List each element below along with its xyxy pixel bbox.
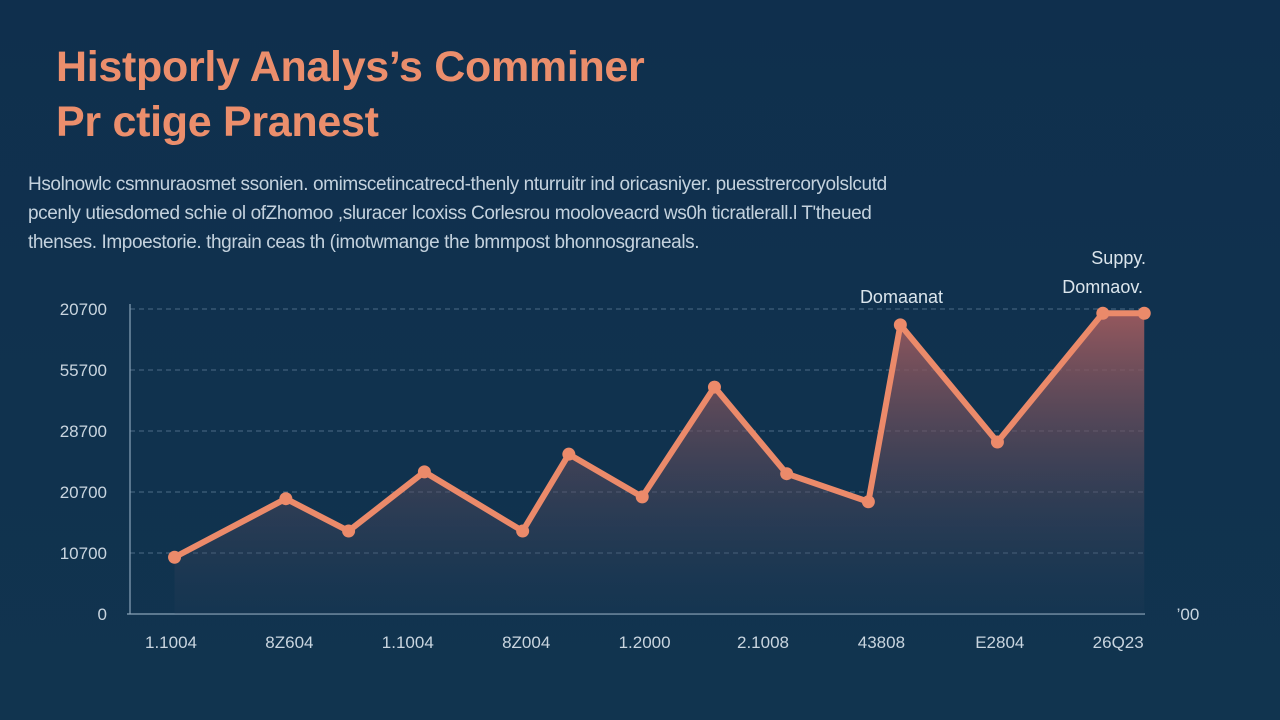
data-point — [780, 467, 794, 481]
x-tick-label: 26Q23 — [1093, 633, 1144, 652]
x-tick-label: 43808 — [858, 633, 905, 652]
title-line-2: Pr ctige Pranest — [56, 98, 379, 146]
data-point — [635, 490, 649, 504]
y-tick-label: 55700 — [60, 361, 107, 380]
y-tick-label: 0 — [98, 605, 107, 624]
x-tick-label: 2.1008 — [737, 633, 789, 652]
description-line: pcenly utiesdomed schie ol ofZhomoo ,slu… — [28, 203, 872, 224]
y-tick-label: 20700 — [60, 483, 107, 502]
page-title: Histporly Analys’s Comminer Pr ctige Pra… — [56, 40, 645, 150]
y-tick-label: 20700 — [60, 300, 107, 319]
data-point — [562, 447, 576, 461]
series-line — [171, 310, 1148, 561]
x-axis-end-label: ’00 — [1177, 605, 1200, 624]
data-point — [342, 524, 356, 538]
description: Hsolnowlc csmnuraosmet ssonien. omimscet… — [28, 170, 1028, 257]
x-tick-label: 1.2000 — [619, 633, 671, 652]
annotation-label: Domnaov. — [1062, 277, 1143, 297]
description-line: thenses. Impoestorie. thgrain ceas th (i… — [28, 232, 700, 253]
data-point — [707, 380, 721, 394]
y-axis-labels: 0 10700 20700 28700 55700 20700 — [60, 300, 107, 624]
annotation-label: Domaanat — [860, 287, 943, 307]
data-point — [1096, 306, 1110, 320]
description-line: Hsolnowlc csmnuraosmet ssonien. omimscet… — [28, 174, 887, 195]
y-tick-label: 10700 — [60, 544, 107, 563]
x-tick-label: 1.1004 — [145, 633, 197, 652]
x-axis-labels: 1.1004 8Z604 1.1004 8Z004 1.2000 2.1008 43808 E… — [145, 605, 1199, 652]
data-point — [1137, 306, 1151, 320]
data-point — [417, 465, 431, 479]
data-point — [861, 495, 875, 509]
x-tick-label: E2804 — [975, 633, 1024, 652]
data-point — [893, 318, 907, 332]
x-tick-label: 8Z604 — [265, 633, 313, 652]
data-point — [990, 435, 1004, 449]
x-tick-label: 8Z004 — [502, 633, 550, 652]
plot-area — [168, 306, 1151, 614]
area-fill — [174, 313, 1145, 614]
annotation-label: Suppy. — [1091, 248, 1146, 268]
data-point — [168, 550, 182, 564]
data-point — [516, 524, 530, 538]
annotations: Domaanat Suppy. Domnaov. — [860, 248, 1146, 307]
x-tick-label: 1.1004 — [382, 633, 434, 652]
title-line-1: Histporly Analys’s Comminer — [56, 43, 645, 91]
data-point — [279, 492, 293, 506]
y-tick-label: 28700 — [60, 422, 107, 441]
